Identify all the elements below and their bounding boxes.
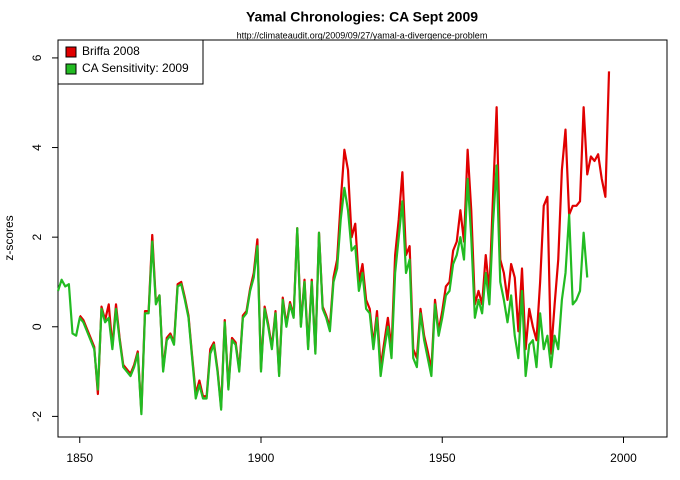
- chart-subtitle: http://climateaudit.org/2009/09/27/yamal…: [237, 30, 488, 40]
- y-tick-label: 6: [30, 54, 44, 61]
- legend-label: CA Sensitivity: 2009: [82, 61, 189, 75]
- x-tick-label: 1900: [248, 451, 275, 465]
- x-tick-label: 2000: [610, 451, 637, 465]
- legend-label: Briffa 2008: [82, 44, 140, 58]
- series-line: [78, 71, 611, 414]
- plot-frame: [57, 39, 668, 438]
- series-line: [56, 164, 589, 416]
- x-tick-label: 1850: [66, 451, 93, 465]
- y-tick-label: 2: [30, 233, 44, 240]
- y-tick-label: 4: [30, 144, 44, 151]
- legend-swatch: [65, 46, 77, 58]
- x-tick-label: 1950: [429, 451, 456, 465]
- chart-title: Yamal Chronologies: CA Sept 2009: [246, 9, 478, 25]
- y-tick-label: 0: [30, 323, 44, 330]
- legend-box: [57, 39, 204, 85]
- y-axis-label: z-scores: [2, 215, 16, 260]
- legend-swatch: [65, 63, 77, 75]
- y-tick-label: -2: [30, 411, 44, 422]
